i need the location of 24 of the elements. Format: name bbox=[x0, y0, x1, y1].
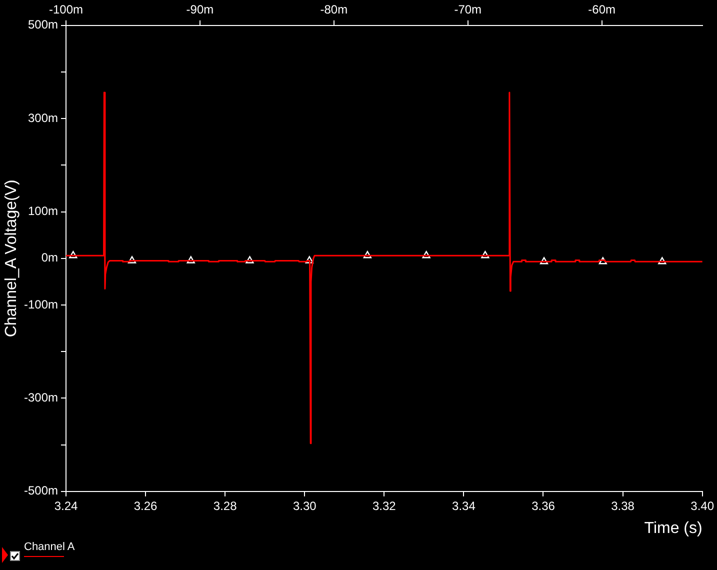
x-tick-label: 3.34 bbox=[452, 498, 476, 513]
text: Channel A bbox=[24, 541, 75, 553]
x-tick-label: 3.40 bbox=[690, 498, 714, 513]
x-tick-label: 3.28 bbox=[213, 498, 238, 513]
x-tick-label: 3.38 bbox=[611, 498, 635, 513]
x-axis-title: Time (s) bbox=[644, 520, 702, 537]
x-tick-label: 3.30 bbox=[292, 498, 317, 513]
x-tick-label: 3.24 bbox=[54, 498, 78, 513]
y-tick-label: 0m bbox=[41, 250, 58, 265]
y-tick-label: -300m bbox=[24, 390, 58, 405]
y-tick-label: -500m bbox=[24, 484, 58, 498]
y-tick-label: 300m bbox=[28, 110, 58, 125]
x2-tick-label: -60m bbox=[588, 2, 616, 17]
x2-tick-label: -80m bbox=[320, 2, 348, 17]
x2-tick-label: -100m bbox=[48, 2, 84, 17]
x-tick-label: 3.32 bbox=[372, 498, 396, 513]
y-tick-label: 100m bbox=[28, 204, 58, 218]
x-tick-label: 3.36 bbox=[532, 498, 556, 513]
x2-tick-label: -90m bbox=[186, 2, 214, 17]
y-tick-label: 500m bbox=[28, 18, 58, 32]
y-tick-label: -100m bbox=[24, 297, 58, 312]
y-axis-title: Channel_A Voltage(V) bbox=[3, 180, 20, 338]
x2-tick-label: -70m bbox=[454, 2, 482, 17]
x-tick-label: 3.26 bbox=[134, 498, 158, 513]
